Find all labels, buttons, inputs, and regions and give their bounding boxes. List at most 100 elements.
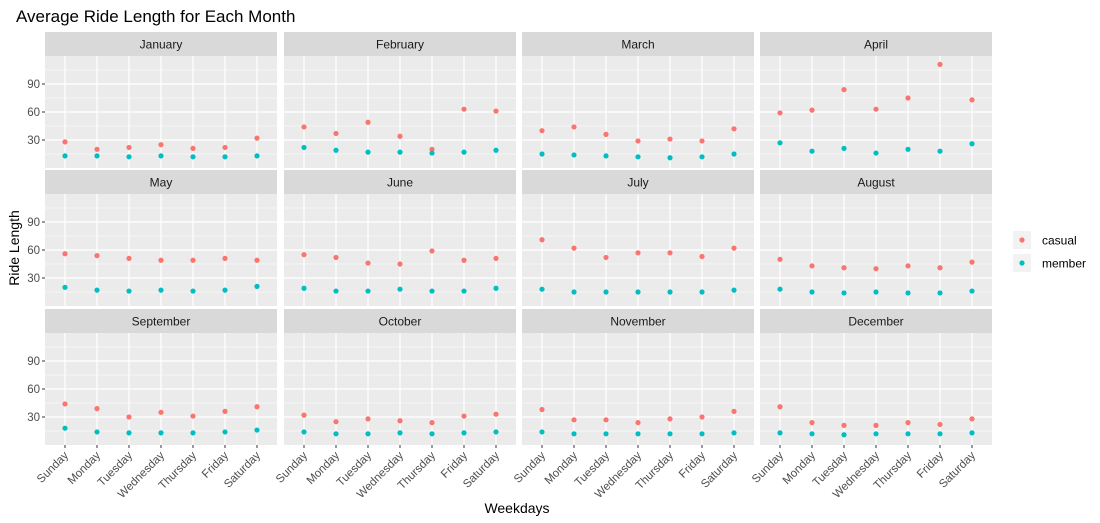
data-point-member xyxy=(94,287,100,293)
data-point-member xyxy=(254,427,260,433)
data-point-member xyxy=(493,285,499,291)
data-point-casual xyxy=(94,406,100,412)
data-point-member xyxy=(809,431,815,437)
data-point-member xyxy=(873,431,879,437)
data-point-casual xyxy=(937,61,943,67)
data-point-member xyxy=(969,430,975,436)
data-point-member xyxy=(777,286,783,292)
data-point-member xyxy=(94,429,100,435)
data-point-casual xyxy=(158,257,164,263)
facet-strip-label: May xyxy=(150,176,173,190)
facet-panels: January 30 60 90 February March April May 30 60 90… xyxy=(27,32,992,501)
data-point-member xyxy=(603,431,609,437)
facet-panel: OctoberSundayMondayTuesdayWednesdayThurs… xyxy=(274,309,516,501)
facet-panel: April xyxy=(760,32,992,168)
facet-strip-label: November xyxy=(610,315,665,329)
data-point-member xyxy=(301,429,307,435)
facet-strip xyxy=(284,309,516,333)
data-point-casual xyxy=(905,420,911,426)
facet-panel: February xyxy=(284,32,516,168)
data-point-casual xyxy=(429,248,435,254)
x-tick-label: Friday xyxy=(200,449,231,480)
data-point-casual xyxy=(539,128,545,134)
data-point-casual xyxy=(731,245,737,251)
data-point-member xyxy=(731,287,737,293)
data-point-member xyxy=(461,288,467,294)
facet-strip-label: January xyxy=(140,38,183,52)
data-point-member xyxy=(62,284,68,290)
data-point-casual xyxy=(603,417,609,423)
data-point-casual xyxy=(62,401,68,407)
data-point-casual xyxy=(731,408,737,414)
data-point-casual xyxy=(841,265,847,271)
data-point-casual xyxy=(222,255,228,261)
y-tick-label: 30 xyxy=(27,273,40,285)
data-point-casual xyxy=(731,126,737,132)
data-point-casual xyxy=(461,257,467,263)
data-point-member xyxy=(731,151,737,157)
data-point-casual xyxy=(126,414,132,420)
y-tick-label: 90 xyxy=(27,79,40,91)
chart-title: Average Ride Length for Each Month xyxy=(16,7,295,26)
data-point-member xyxy=(539,429,545,435)
data-point-casual xyxy=(62,251,68,257)
data-point-casual xyxy=(603,131,609,137)
legend-marker-member xyxy=(1019,260,1025,266)
data-point-casual xyxy=(777,256,783,262)
y-tick-label: 60 xyxy=(27,384,40,396)
data-point-member xyxy=(365,431,371,437)
data-point-casual xyxy=(429,146,435,152)
data-point-casual xyxy=(333,130,339,137)
data-point-member xyxy=(905,431,911,437)
data-point-member xyxy=(873,150,879,156)
facet-strip-label: March xyxy=(621,38,654,52)
data-point-member xyxy=(158,287,164,293)
data-point-member xyxy=(301,285,307,291)
data-point-member xyxy=(190,154,196,160)
data-point-member xyxy=(635,431,641,437)
data-point-member xyxy=(777,140,783,146)
facet-strip xyxy=(284,170,516,194)
facet-strip xyxy=(522,170,754,194)
data-point-casual xyxy=(969,416,975,422)
data-point-member xyxy=(254,283,260,289)
data-point-member xyxy=(539,286,545,292)
data-point-casual xyxy=(873,106,879,112)
data-point-member xyxy=(539,151,545,157)
x-tick-label: Sunday xyxy=(274,449,310,485)
data-point-member xyxy=(635,289,641,295)
data-point-member xyxy=(397,149,403,155)
x-tick-label: Sunday xyxy=(750,449,786,485)
data-point-casual xyxy=(635,250,641,256)
data-point-casual xyxy=(429,420,435,426)
data-point-member xyxy=(397,430,403,436)
x-tick-label: Friday xyxy=(677,449,708,480)
y-tick-label: 90 xyxy=(27,356,40,368)
data-point-member xyxy=(461,149,467,155)
data-point-member xyxy=(62,153,68,159)
facet-strip-label: December xyxy=(848,315,903,329)
facet-strip xyxy=(760,170,992,194)
facet-panel: August xyxy=(760,170,992,306)
data-point-casual xyxy=(158,142,164,148)
data-point-member xyxy=(969,288,975,294)
data-point-casual xyxy=(777,404,783,410)
data-point-member xyxy=(190,430,196,436)
data-point-casual xyxy=(635,420,641,426)
data-point-member xyxy=(905,146,911,152)
data-point-casual xyxy=(635,138,641,144)
facet-strip-label: April xyxy=(864,38,888,52)
data-point-casual xyxy=(809,107,815,113)
data-point-casual xyxy=(301,412,307,418)
facet-strip xyxy=(522,309,754,333)
x-tick-label: Sunday xyxy=(35,449,71,485)
data-point-casual xyxy=(699,414,705,420)
data-point-member xyxy=(365,149,371,155)
y-tick-label: 60 xyxy=(27,245,40,257)
data-point-member xyxy=(937,148,943,154)
facet-strip xyxy=(45,170,277,194)
data-point-casual xyxy=(809,420,815,426)
legend-label-casual: casual xyxy=(1042,234,1077,248)
data-point-casual xyxy=(94,253,100,259)
